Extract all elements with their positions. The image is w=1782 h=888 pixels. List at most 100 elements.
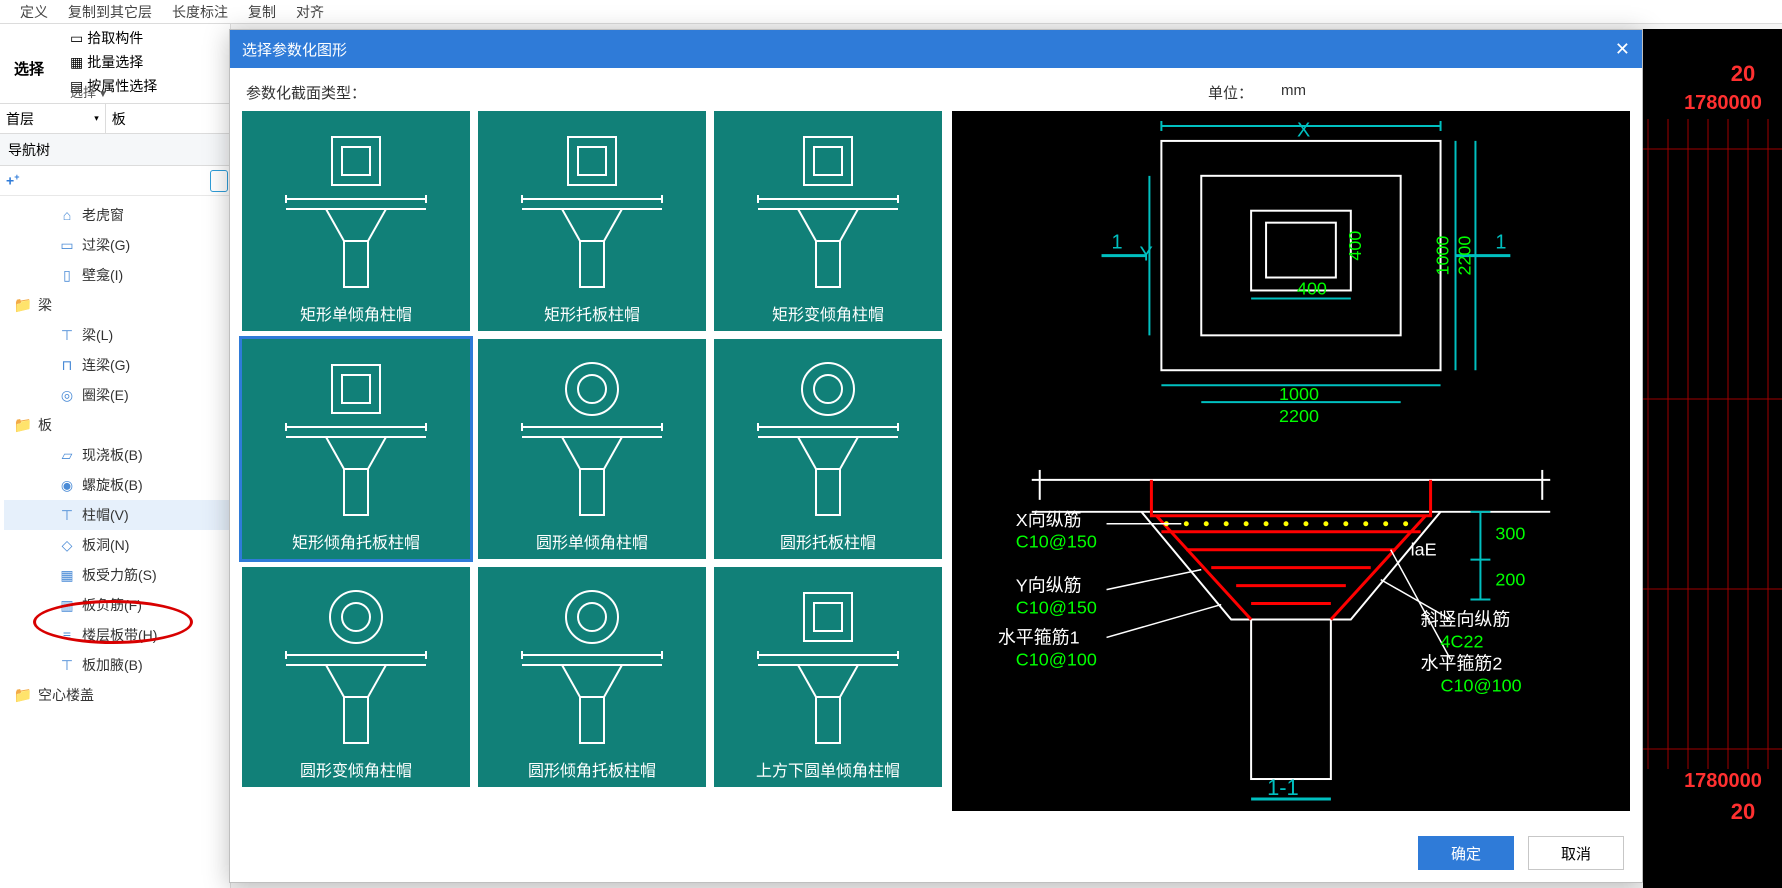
spiral-icon: ◉ xyxy=(58,477,76,494)
batch-select-button[interactable]: ▦批量选择 xyxy=(70,50,157,74)
type-label: 参数化截面类型： xyxy=(246,82,366,103)
tree-node[interactable]: ▥板负筋(F) xyxy=(4,590,230,620)
add-node-button[interactable]: ++ xyxy=(6,172,19,189)
svg-text:X向纵筋: X向纵筋 xyxy=(1016,510,1082,530)
tree-node[interactable]: 📁 空心楼盖 xyxy=(4,680,230,710)
dialog-title: 选择参数化图形 xyxy=(242,39,347,60)
tree-node-label: 圈梁(E) xyxy=(82,385,129,405)
left-panel: 选择 ▭拾取构件 ▦批量选择 ▤按属性选择 选择▼ 首层▾ 板 导航树 ++ ⌂… xyxy=(0,24,231,888)
tree-node[interactable]: ◇ 板洞(N) xyxy=(4,530,230,560)
tree-node-label: 板洞(N) xyxy=(82,535,129,555)
tree-node-label: 壁龛(I) xyxy=(82,265,123,285)
svg-text:4C22: 4C22 xyxy=(1441,631,1484,651)
svg-text:laE: laE xyxy=(1411,540,1437,560)
tree-node-label: 板负筋(F) xyxy=(82,595,142,615)
shape-thumb[interactable]: 圆形倾角托板柱帽 xyxy=(478,567,706,787)
svg-text:1: 1 xyxy=(1495,232,1506,254)
tree-node-label: 板 xyxy=(38,415,52,435)
ok-button[interactable]: 确定 xyxy=(1418,836,1514,870)
tree-node-label: 现浇板(B) xyxy=(82,445,143,465)
shape-thumb[interactable]: 矩形变倾角柱帽 xyxy=(714,111,942,331)
close-icon[interactable]: ✕ xyxy=(1615,39,1630,60)
ring-icon: ◎ xyxy=(58,387,76,404)
category-dropdown[interactable]: 板 xyxy=(106,104,230,133)
select-sub-dropdown[interactable]: 选择▼ xyxy=(70,82,108,101)
tree-node[interactable]: ▱现浇板(B) xyxy=(4,440,230,470)
ribbon-item: 对齐 xyxy=(296,2,324,22)
ribbon-item: 复制 xyxy=(248,2,276,22)
shape-thumb[interactable]: 矩形倾角托板柱帽 xyxy=(242,339,470,559)
svg-text:C10@150: C10@150 xyxy=(1016,598,1097,618)
unit-value: mm xyxy=(1281,82,1306,103)
tree-node[interactable]: ▯ 壁龛(I) xyxy=(4,260,230,290)
svg-text:水平箍筋1: 水平箍筋1 xyxy=(998,627,1080,647)
grid-icon: ▦ xyxy=(58,567,76,584)
tree-node-label: 连梁(G) xyxy=(82,355,130,375)
tree-node-label: 梁 xyxy=(38,295,52,315)
bracket-icon: ⊓ xyxy=(58,357,76,374)
haunch-icon: ⊤ xyxy=(58,657,76,674)
panel-tab-icon[interactable] xyxy=(210,170,228,192)
tree-node[interactable]: 📁板 xyxy=(4,410,230,440)
model-canvas-strip: 20 1780000 1780000 20 xyxy=(1643,29,1782,888)
ribbon-item: 长度标注 xyxy=(172,2,228,22)
shape-thumb[interactable]: 圆形托板柱帽 xyxy=(714,339,942,559)
shape-thumb[interactable]: 矩形单倾角柱帽 xyxy=(242,111,470,331)
shape-thumb[interactable]: 圆形单倾角柱帽 xyxy=(478,339,706,559)
thumb-label: 矩形单倾角柱帽 xyxy=(242,301,470,325)
svg-text:C10@100: C10@100 xyxy=(1016,649,1097,669)
cancel-button[interactable]: 取消 xyxy=(1528,836,1624,870)
shape-gallery: 矩形单倾角柱帽 矩形托板柱帽 矩形变倾角柱帽 矩形倾角托板柱帽 圆形单倾角柱帽 xyxy=(242,111,942,811)
tree-node-label: 空心楼盖 xyxy=(38,685,94,705)
hole-icon: ◇ xyxy=(58,537,76,554)
select-panel: 选择 ▭拾取构件 ▦批量选择 ▤按属性选择 选择▼ xyxy=(0,24,230,104)
cap-icon: ⊤ xyxy=(58,507,76,524)
dialog-titlebar: 选择参数化图形 ✕ xyxy=(230,30,1642,68)
svg-text:1-1: 1-1 xyxy=(1267,775,1299,800)
shape-thumb[interactable]: 矩形托板柱帽 xyxy=(478,111,706,331)
canvas-num: 20 xyxy=(1731,799,1755,824)
house-icon: ⌂ xyxy=(58,207,76,223)
svg-text:C10@150: C10@150 xyxy=(1016,532,1097,552)
tree-node[interactable]: ▦ 板受力筋(S) xyxy=(4,560,230,590)
tree-node[interactable]: ⊤ 板加腋(B) xyxy=(4,650,230,680)
floor-dropdown[interactable]: 首层▾ xyxy=(0,104,106,133)
canvas-num: 1780000 xyxy=(1684,770,1762,792)
ribbon-item: 复制到其它层 xyxy=(68,2,152,22)
tree-node-label: 老虎窗 xyxy=(82,205,124,225)
svg-text:Y: Y xyxy=(1139,244,1152,266)
svg-text:1000: 1000 xyxy=(1433,236,1453,276)
svg-text:X: X xyxy=(1297,120,1310,142)
tree-node-label: 板受力筋(S) xyxy=(82,565,157,585)
tree-node[interactable]: ◉ 螺旋板(B) xyxy=(4,470,230,500)
tree-node[interactable]: ≡楼层板带(H) xyxy=(4,620,230,650)
folder-icon: 📁 xyxy=(14,416,32,434)
niche-icon: ▯ xyxy=(58,267,76,284)
tree-node[interactable]: ◎ 圈梁(E) xyxy=(4,380,230,410)
tree-node-label: 板加腋(B) xyxy=(82,655,143,675)
pick-component-button[interactable]: ▭拾取构件 xyxy=(70,26,157,50)
tree-node[interactable]: ⊓ 连梁(G) xyxy=(4,350,230,380)
svg-text:2200: 2200 xyxy=(1454,236,1474,276)
select-label: 选择 xyxy=(14,58,44,79)
shape-thumb[interactable]: 上方下圆单倾角柱帽 xyxy=(714,567,942,787)
svg-text:300: 300 xyxy=(1495,524,1525,544)
tree-node[interactable]: ⌂ 老虎窗 xyxy=(4,200,230,230)
tree-node[interactable]: ⊤梁(L) xyxy=(4,320,230,350)
tree-node[interactable]: 📁梁 xyxy=(4,290,230,320)
tree-node-label: 楼层板带(H) xyxy=(82,625,157,645)
svg-text:1000: 1000 xyxy=(1279,384,1319,404)
svg-text:斜竖向纵筋: 斜竖向纵筋 xyxy=(1421,609,1511,629)
tree-node-label: 螺旋板(B) xyxy=(82,475,143,495)
svg-text:1: 1 xyxy=(1112,232,1123,254)
tree-node[interactable]: ⊤柱帽(V) xyxy=(4,500,230,530)
ribbon-fragment: 定义 复制到其它层 长度标注 复制 对齐 xyxy=(0,0,1782,24)
canvas-num: 1780000 xyxy=(1684,92,1762,114)
svg-text:400: 400 xyxy=(1297,278,1327,298)
ribbon-item: 定义 xyxy=(20,2,48,22)
shape-thumb[interactable]: 圆形变倾角柱帽 xyxy=(242,567,470,787)
thumb-label: 圆形单倾角柱帽 xyxy=(478,529,706,553)
svg-text:Y向纵筋: Y向纵筋 xyxy=(1016,576,1082,596)
folder-icon: 📁 xyxy=(14,686,32,704)
tree-node[interactable]: ▭过梁(G) xyxy=(4,230,230,260)
